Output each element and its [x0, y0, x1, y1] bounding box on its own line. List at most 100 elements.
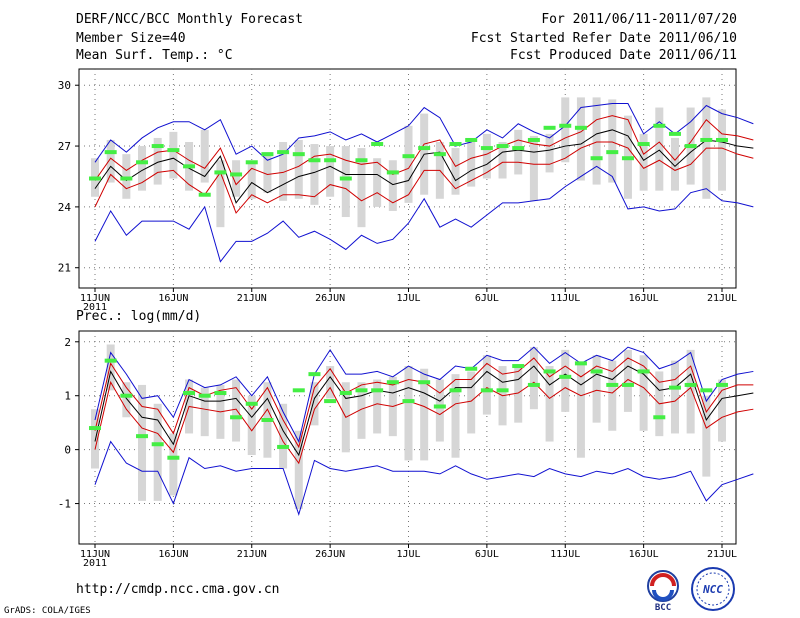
- y-tick-label: -1: [58, 498, 71, 511]
- produced-date: Fcst Produced Date 2011/06/11: [510, 48, 737, 63]
- ensemble-box: [561, 97, 570, 163]
- y-tick-label: 24: [58, 201, 72, 214]
- ensemble-box: [718, 109, 726, 191]
- ensemble-box: [718, 379, 726, 442]
- series-line-min: [94, 165, 754, 263]
- ncc-logo: NCC: [691, 567, 735, 611]
- observed-marker: [637, 142, 650, 147]
- observed-marker: [465, 366, 478, 371]
- ensemble-box: [702, 395, 711, 477]
- observed-marker: [512, 364, 525, 369]
- ensemble-box: [561, 349, 570, 412]
- ensemble-box: [247, 395, 256, 456]
- ensemble-box: [576, 363, 585, 458]
- observed-marker: [104, 150, 117, 155]
- ensemble-box: [357, 148, 366, 228]
- observed-marker: [668, 385, 681, 390]
- observed-marker: [89, 426, 101, 431]
- observed-marker: [120, 393, 133, 398]
- ensemble-box: [91, 409, 99, 469]
- ensemble-box: [169, 131, 178, 179]
- observed-marker: [230, 415, 243, 420]
- observed-marker: [183, 164, 196, 169]
- ensemble-box: [232, 160, 241, 197]
- observed-marker: [324, 158, 337, 163]
- ensemble-box: [200, 129, 209, 183]
- observed-marker: [277, 444, 290, 449]
- ensemble-box: [529, 135, 538, 201]
- ensemble-box: [326, 366, 335, 399]
- ensemble-box: [106, 139, 115, 183]
- observed-marker: [167, 148, 180, 153]
- x-tick-label: 11JUL: [550, 293, 580, 304]
- y-tick-label: 1: [64, 390, 71, 403]
- observed-marker: [684, 144, 697, 149]
- x-tick-label: 16JUN: [158, 293, 188, 304]
- ensemble-box: [482, 133, 491, 179]
- observed-marker: [653, 123, 666, 128]
- observed-marker: [151, 144, 164, 149]
- observed-marker: [418, 146, 431, 151]
- started-refer-date: Fcst Started Refer Date 2011/06/10: [470, 31, 737, 46]
- observed-marker: [449, 142, 462, 147]
- observed-marker: [386, 380, 399, 385]
- observed-marker: [465, 137, 478, 142]
- ensemble-box: [279, 403, 288, 469]
- observed-marker: [151, 442, 164, 447]
- ensemble-box: [373, 158, 382, 207]
- x-tick-label: 6JUL: [475, 549, 499, 560]
- observed-marker: [543, 125, 556, 130]
- observed-marker: [136, 160, 149, 165]
- x-tick-label: 21JUN: [237, 549, 267, 560]
- ensemble-box: [263, 152, 272, 193]
- grads-credit: GrADS: COLA/IGES: [4, 606, 91, 616]
- ensemble-box: [341, 146, 350, 218]
- observed-marker: [653, 415, 666, 420]
- source-url[interactable]: http://cmdp.ncc.cma.gov.cn: [76, 582, 280, 597]
- y-tick-label: 2: [64, 336, 71, 349]
- observed-marker: [590, 369, 603, 374]
- ensemble-box: [232, 379, 241, 442]
- ensemble-box: [404, 125, 413, 203]
- observed-marker: [621, 382, 634, 387]
- observed-marker: [621, 156, 634, 161]
- x-tick-label: 16JUN: [158, 549, 188, 560]
- observed-marker: [292, 152, 305, 157]
- series-line-mean: [94, 129, 754, 204]
- x-tick-label: 21JUN: [237, 293, 267, 304]
- observed-marker: [480, 146, 493, 151]
- ensemble-box: [451, 374, 460, 458]
- ensemble-box: [200, 387, 209, 437]
- observed-marker: [716, 137, 728, 142]
- forecast-period: For 2011/06/11-2011/07/20: [541, 12, 737, 27]
- ensemble-box: [592, 355, 601, 423]
- ensemble-box: [326, 146, 335, 197]
- observed-marker: [512, 146, 525, 151]
- observed-marker: [543, 369, 556, 374]
- ensemble-box: [686, 349, 695, 434]
- observed-marker: [606, 382, 619, 387]
- x-tick-label: 11JUL: [550, 549, 580, 560]
- ensemble-box: [138, 146, 147, 191]
- ensemble-box: [498, 142, 507, 179]
- x-tick-label: 6JUL: [475, 293, 499, 304]
- observed-marker: [371, 142, 384, 147]
- ensemble-box: [639, 133, 648, 191]
- ensemble-box: [514, 129, 523, 175]
- y-tick-label: 21: [58, 262, 71, 275]
- observed-marker: [245, 160, 258, 165]
- x-tick-label: 1JUL: [396, 549, 420, 560]
- ensemble-box: [310, 382, 319, 426]
- x-tick-label: 16JUL: [629, 549, 659, 560]
- observed-marker: [480, 388, 493, 393]
- observed-marker: [214, 170, 227, 175]
- ensemble-box: [467, 371, 476, 434]
- observed-marker: [386, 170, 399, 175]
- x-tick-label: 1JUL: [396, 293, 420, 304]
- observed-marker: [355, 388, 368, 393]
- y-tick-label: 0: [64, 444, 71, 457]
- series-line-mean: [94, 365, 754, 457]
- ensemble-box: [670, 137, 679, 191]
